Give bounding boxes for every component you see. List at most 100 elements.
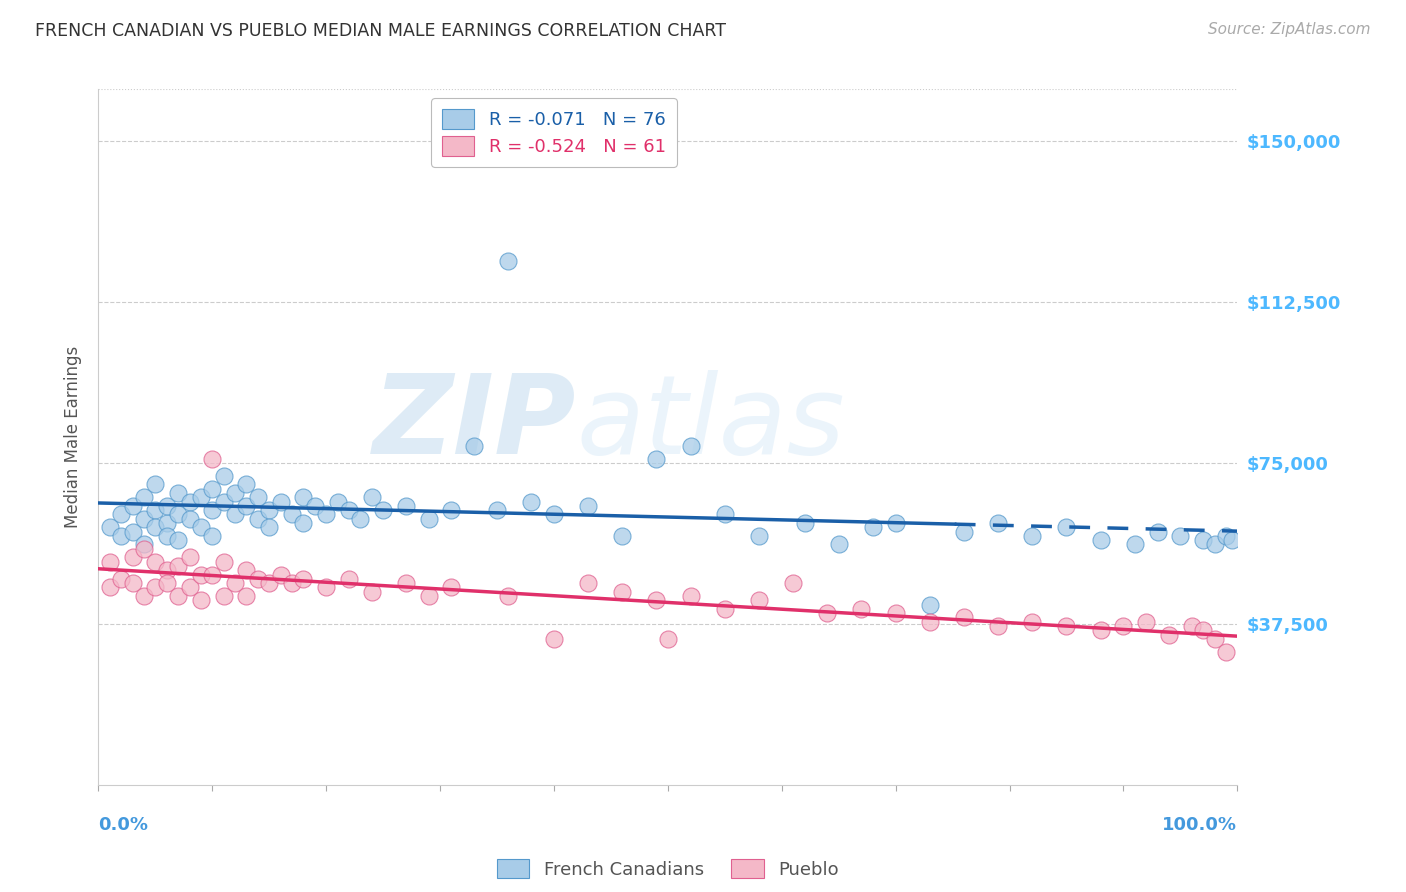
Point xyxy=(1204,537,1226,551)
Point xyxy=(156,529,179,543)
Point xyxy=(212,468,235,483)
Point xyxy=(132,589,155,603)
Legend: French Canadians, Pueblo: French Canadians, Pueblo xyxy=(488,850,848,888)
Text: FRENCH CANADIAN VS PUEBLO MEDIAN MALE EARNINGS CORRELATION CHART: FRENCH CANADIAN VS PUEBLO MEDIAN MALE EA… xyxy=(35,22,725,40)
Point xyxy=(1215,529,1237,543)
Point xyxy=(395,576,418,591)
Point xyxy=(156,499,179,513)
Point xyxy=(486,503,509,517)
Point xyxy=(246,572,269,586)
Point xyxy=(862,520,884,534)
Point xyxy=(1021,529,1043,543)
Point xyxy=(1181,619,1204,633)
Point xyxy=(121,524,143,539)
Text: 100.0%: 100.0% xyxy=(1163,816,1237,834)
Point xyxy=(828,537,851,551)
Point xyxy=(179,581,201,595)
Point xyxy=(259,503,281,517)
Point xyxy=(167,486,190,500)
Point xyxy=(884,606,907,620)
Point xyxy=(292,516,315,530)
Text: ZIP: ZIP xyxy=(373,369,576,476)
Point xyxy=(145,581,167,595)
Point xyxy=(953,610,976,624)
Point xyxy=(110,508,132,522)
Point xyxy=(440,503,463,517)
Point xyxy=(360,490,382,504)
Point xyxy=(246,511,269,525)
Point xyxy=(1192,533,1215,548)
Point xyxy=(292,572,315,586)
Point xyxy=(145,555,167,569)
Point xyxy=(235,589,257,603)
Point xyxy=(167,589,190,603)
Point xyxy=(748,529,770,543)
Point xyxy=(1112,619,1135,633)
Point xyxy=(953,524,976,539)
Point xyxy=(679,589,702,603)
Point xyxy=(121,550,143,565)
Point xyxy=(145,520,167,534)
Point xyxy=(281,576,304,591)
Point xyxy=(121,576,143,591)
Point xyxy=(132,511,155,525)
Point xyxy=(1021,615,1043,629)
Point xyxy=(645,593,668,607)
Point xyxy=(918,598,941,612)
Point xyxy=(987,619,1010,633)
Point xyxy=(132,490,155,504)
Point xyxy=(612,584,634,599)
Point xyxy=(576,576,599,591)
Point xyxy=(304,499,326,513)
Point xyxy=(543,508,565,522)
Point xyxy=(246,490,269,504)
Point xyxy=(190,593,212,607)
Point xyxy=(259,520,281,534)
Point xyxy=(190,490,212,504)
Point xyxy=(714,602,737,616)
Point xyxy=(440,581,463,595)
Point xyxy=(1146,524,1168,539)
Point xyxy=(167,508,190,522)
Point xyxy=(1170,529,1192,543)
Point xyxy=(235,477,257,491)
Point xyxy=(815,606,838,620)
Point xyxy=(679,439,702,453)
Point xyxy=(395,499,418,513)
Point xyxy=(121,499,143,513)
Point xyxy=(98,555,121,569)
Point xyxy=(224,486,246,500)
Point xyxy=(793,516,815,530)
Point xyxy=(98,581,121,595)
Point xyxy=(212,494,235,508)
Point xyxy=(543,632,565,646)
Point xyxy=(1204,632,1226,646)
Point xyxy=(1192,624,1215,638)
Point xyxy=(418,589,440,603)
Point xyxy=(418,511,440,525)
Point xyxy=(884,516,907,530)
Point xyxy=(98,520,121,534)
Point xyxy=(224,508,246,522)
Point xyxy=(201,503,224,517)
Point xyxy=(179,511,201,525)
Point xyxy=(315,581,337,595)
Point xyxy=(167,533,190,548)
Point xyxy=(657,632,679,646)
Point xyxy=(270,494,292,508)
Point xyxy=(1220,533,1243,548)
Point xyxy=(110,572,132,586)
Point xyxy=(145,503,167,517)
Point xyxy=(212,589,235,603)
Point xyxy=(918,615,941,629)
Point xyxy=(714,508,737,522)
Point xyxy=(156,516,179,530)
Point xyxy=(337,572,360,586)
Point xyxy=(179,494,201,508)
Point xyxy=(1123,537,1146,551)
Point xyxy=(748,593,770,607)
Point xyxy=(212,555,235,569)
Point xyxy=(201,482,224,496)
Point xyxy=(235,563,257,577)
Point xyxy=(498,589,520,603)
